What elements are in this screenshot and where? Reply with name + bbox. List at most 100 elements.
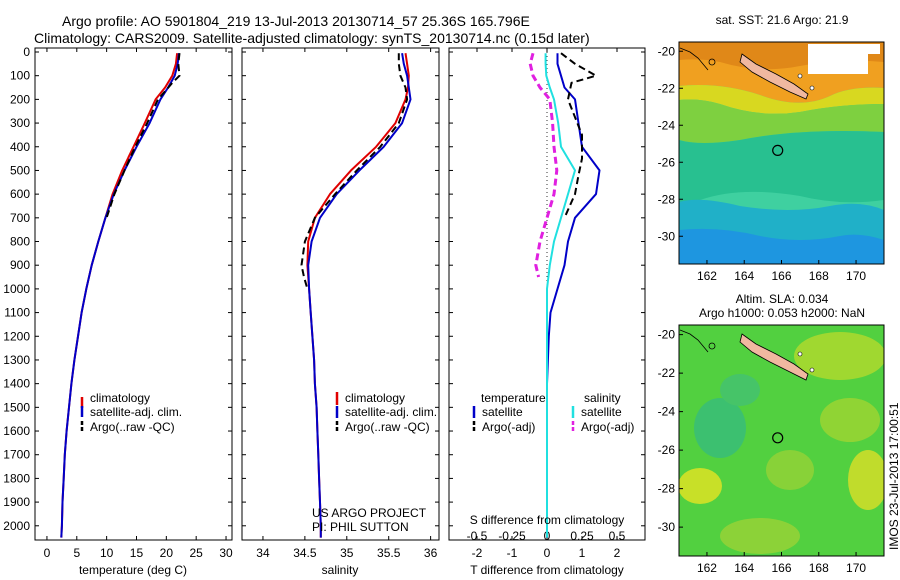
map-y-tick-label: -22 bbox=[658, 366, 676, 380]
legend-heading-salinity: salinity bbox=[584, 391, 621, 405]
map-y-tick-label: -20 bbox=[658, 328, 676, 342]
depth-tick-label: 1700 bbox=[3, 448, 30, 462]
map-y-tick-label: -24 bbox=[658, 405, 676, 419]
sst-map-axes: 162 164 166 168 170 -20 -22 -24 -26 -28 -30 bbox=[658, 44, 867, 283]
s-difference-series-satellite bbox=[544, 53, 576, 538]
depth-tick-label: 700 bbox=[10, 211, 30, 225]
map-x-tick-label: 164 bbox=[734, 561, 754, 575]
depth-tick-label: 400 bbox=[10, 140, 30, 154]
depth-tick-label: 1200 bbox=[3, 329, 30, 343]
sst-map-title: sat. SST: 21.6 Argo: 21.9 bbox=[716, 13, 849, 27]
profile-location-marker bbox=[772, 432, 784, 444]
map-y-tick-label: -24 bbox=[658, 118, 676, 132]
s-tick-label: -0.5 bbox=[467, 529, 488, 543]
map-x-tick-label: 162 bbox=[697, 269, 717, 283]
map-x-tick-label: 162 bbox=[697, 561, 717, 575]
temperature-xlabel: temperature (deg C) bbox=[79, 563, 187, 577]
depth-tick-label: 300 bbox=[10, 116, 30, 130]
depth-axis: 0 100 200 300 400 500 600 700 800 900 1000 1100 1200… bbox=[3, 45, 645, 533]
sla-map-title-line2: Argo h1000: 0.053 h2000: NaN bbox=[699, 306, 865, 320]
depth-tick-label: 1300 bbox=[3, 353, 30, 367]
legend-s-satellite: satellite bbox=[581, 405, 622, 419]
s-tick-label: 0.25 bbox=[570, 529, 594, 543]
t-difference-xlabel: T difference from climatology bbox=[470, 563, 624, 577]
x-tick-label: 35 bbox=[340, 546, 354, 560]
x-tick-label: -2 bbox=[472, 546, 483, 560]
map-x-tick-label: 166 bbox=[771, 561, 791, 575]
x-tick-label: 10 bbox=[100, 546, 114, 560]
depth-tick-label: 500 bbox=[10, 163, 30, 177]
map-x-tick-label: 166 bbox=[771, 269, 791, 283]
map-x-tick-label: 164 bbox=[734, 269, 754, 283]
legend-satellite-adj: satellite-adj. clim. bbox=[90, 405, 182, 419]
depth-tick-label: 0 bbox=[23, 45, 30, 59]
salinity-series-argo bbox=[300, 53, 409, 290]
x-tick-label: 15 bbox=[130, 546, 144, 560]
s-difference-series-argo bbox=[528, 52, 559, 278]
salinity-axes bbox=[241, 47, 440, 541]
figure-title-line2: Climatology: CARS2009. Satellite-adjuste… bbox=[34, 30, 590, 46]
depth-tick-label: 200 bbox=[10, 92, 30, 106]
figure-title-line1: Argo profile: AO 5901804_219 13-Jul-2013… bbox=[62, 13, 530, 29]
legend-climatology: climatology bbox=[90, 391, 150, 405]
depth-tick-label: 1100 bbox=[4, 306, 30, 320]
x-tick-label: -1 bbox=[507, 546, 518, 560]
x-tick-label: 34 bbox=[256, 546, 270, 560]
depth-tick-label: 1000 bbox=[3, 282, 30, 296]
map-y-tick-label: -22 bbox=[658, 81, 676, 95]
depth-tick-label: 1500 bbox=[3, 400, 30, 414]
s-tick-label: -0.25 bbox=[498, 529, 526, 543]
sla-map-axes: 162 164 166 168 170 -20 -22 -24 -26 -28 -30 bbox=[658, 328, 867, 575]
salinity-series-climatology bbox=[306, 53, 410, 538]
x-tick-label: 0 bbox=[44, 546, 51, 560]
map-y-tick-label: -30 bbox=[658, 520, 676, 534]
depth-tick-label: 1400 bbox=[3, 377, 30, 391]
depth-tick-label: 2000 bbox=[3, 519, 30, 533]
x-tick-label: 35.5 bbox=[377, 546, 401, 560]
x-tick-label: 5 bbox=[73, 546, 80, 560]
depth-tick-label: 1900 bbox=[3, 495, 30, 509]
t-difference-series-argo bbox=[560, 52, 597, 219]
imos-watermark: IMOS 23-Jul-2013 17:00:51 bbox=[887, 402, 900, 550]
temperature-axes bbox=[34, 47, 233, 541]
depth-tick-label: 100 bbox=[10, 69, 30, 83]
map-y-tick-label: -28 bbox=[658, 482, 676, 496]
map-x-tick-label: 170 bbox=[846, 269, 866, 283]
map-x-tick-label: 168 bbox=[809, 269, 829, 283]
depth-tick-label: 800 bbox=[10, 235, 30, 249]
map-y-tick-label: -28 bbox=[658, 192, 676, 206]
x-tick-label: 20 bbox=[160, 546, 174, 560]
legend-argo: Argo(..raw -QC) bbox=[90, 420, 175, 434]
salinity-xlabel: salinity bbox=[322, 563, 359, 577]
profile-location-marker bbox=[772, 144, 784, 157]
legend-t-argo: Argo(-adj) bbox=[482, 420, 535, 434]
difference-plot: -2 -1 0 1 2-0.5 -0.25 0 0.25 0.5 bbox=[467, 48, 626, 560]
legend-s-argo: Argo(-adj) bbox=[581, 420, 634, 434]
depth-tick-label: 1600 bbox=[3, 424, 30, 438]
x-tick-label: 36 bbox=[424, 546, 438, 560]
x-tick-label: 0 bbox=[544, 546, 551, 560]
s-tick-label: 0.5 bbox=[609, 529, 626, 543]
legend-climatology: climatology bbox=[345, 391, 405, 405]
salinity-series-satellite bbox=[307, 53, 412, 538]
x-tick-label: 30 bbox=[219, 546, 233, 560]
credit-project: US ARGO PROJECT bbox=[312, 506, 427, 520]
temperature-series-climatology bbox=[60, 53, 179, 538]
map-x-tick-label: 168 bbox=[809, 561, 829, 575]
x-tick-label: 34.5 bbox=[293, 546, 317, 560]
legend-argo: Argo(..raw -QC) bbox=[345, 420, 430, 434]
x-tick-label: 1 bbox=[579, 546, 586, 560]
legend-t-satellite: satellite bbox=[482, 405, 523, 419]
legend-satellite-adj: satellite-adj. clim. bbox=[345, 405, 437, 419]
t-difference-series-satellite bbox=[546, 53, 601, 538]
map-y-tick-label: -26 bbox=[658, 443, 676, 457]
sla-map-title-line1: Altim. SLA: 0.034 bbox=[736, 292, 829, 306]
x-tick-label: 25 bbox=[190, 546, 204, 560]
map-x-tick-label: 170 bbox=[846, 561, 866, 575]
map-y-tick-label: -30 bbox=[658, 229, 676, 243]
sla-map bbox=[679, 325, 884, 556]
salinity-plot: 34 34.5 35 35.5 36 bbox=[256, 48, 438, 560]
temperature-plot: 0 5 10 15 20 25 30 bbox=[44, 48, 233, 560]
salinity-legend: climatology satellite-adj. clim. Argo(..… bbox=[335, 391, 437, 434]
